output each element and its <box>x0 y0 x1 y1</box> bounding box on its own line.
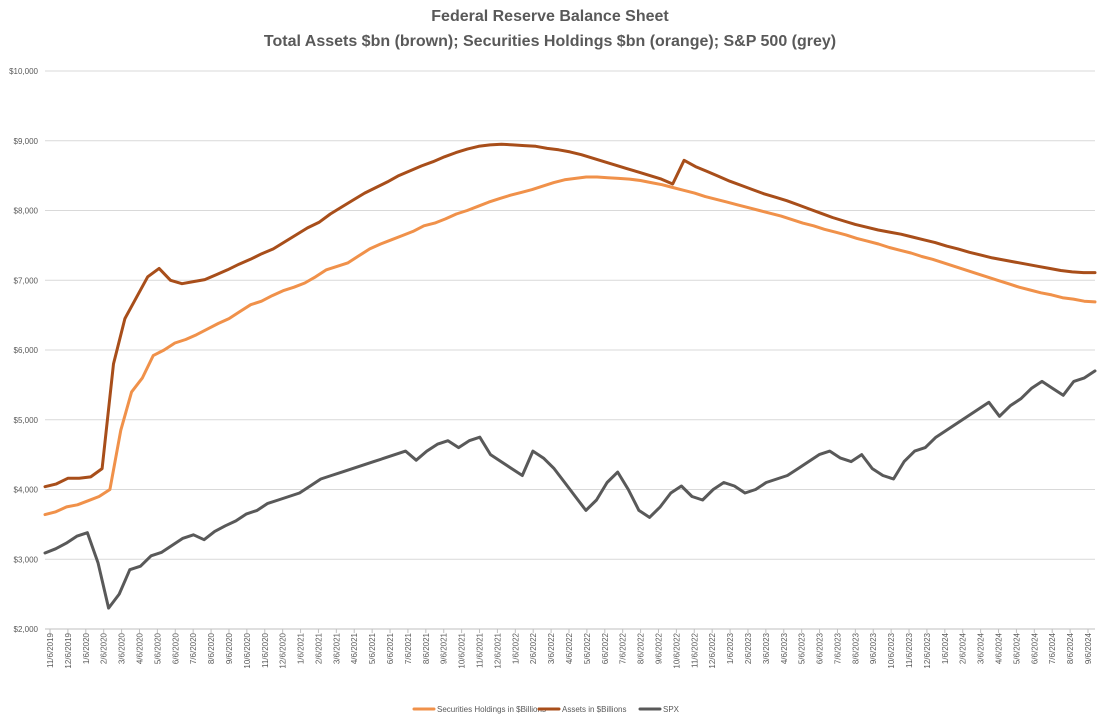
x-tick-label: 2/6/2024 <box>959 632 968 664</box>
x-tick-label: 8/6/2021 <box>422 632 431 664</box>
x-tick-label: 4/6/2024 <box>995 632 1004 664</box>
x-tick-label: 2/6/2023 <box>744 632 753 664</box>
x-tick-label: 7/6/2023 <box>833 632 842 664</box>
x-tick-label: 1/6/2023 <box>726 632 735 664</box>
x-tick-label: 5/6/2021 <box>368 632 377 664</box>
x-tick-label: 1/6/2021 <box>297 632 306 664</box>
x-tick-label: 3/6/2023 <box>762 632 771 664</box>
x-tick-label: 10/6/2023 <box>887 632 896 668</box>
y-tick-label: $7,000 <box>14 276 39 285</box>
x-tick-label: 1/6/2020 <box>82 632 91 664</box>
x-tick-label: 6/6/2022 <box>601 632 610 664</box>
y-tick-label: $4,000 <box>14 486 39 495</box>
x-tick-label: 12/6/2020 <box>279 632 288 668</box>
x-tick-label: 3/6/2024 <box>977 632 986 664</box>
x-tick-label: 1/6/2022 <box>511 632 520 664</box>
x-tick-label: 3/6/2021 <box>332 632 341 664</box>
x-tick-label: 7/6/2024 <box>1048 632 1057 664</box>
x-tick-label: 7/6/2022 <box>619 632 628 664</box>
x-tick-label: 2/6/2022 <box>529 632 538 664</box>
x-tick-label: 12/6/2023 <box>923 632 932 668</box>
x-tick-label: 2/6/2021 <box>314 632 323 664</box>
y-tick-label: $2,000 <box>14 625 39 634</box>
x-tick-label: 12/6/2021 <box>493 632 502 668</box>
legend-label: Securities Holdings in $Billions <box>437 705 546 714</box>
y-tick-label: $8,000 <box>14 207 39 216</box>
x-tick-label: 6/6/2024 <box>1030 632 1039 664</box>
x-tick-label: 9/6/2023 <box>869 632 878 664</box>
x-tick-label: 8/6/2022 <box>637 632 646 664</box>
x-tick-label: 9/6/2020 <box>225 632 234 664</box>
y-tick-label: $3,000 <box>14 555 39 564</box>
x-tick-label: 12/6/2019 <box>64 632 73 668</box>
x-tick-label: 10/6/2020 <box>243 632 252 668</box>
x-tick-label: 9/6/2021 <box>440 632 449 664</box>
x-tick-label: 8/6/2023 <box>851 632 860 664</box>
x-tick-label: 11/6/2021 <box>476 632 485 668</box>
x-tick-label: 9/6/2024 <box>1084 632 1093 664</box>
x-tick-label: 3/6/2022 <box>547 632 556 664</box>
x-tick-label: 9/6/2022 <box>654 632 663 664</box>
x-tick-label: 11/6/2020 <box>261 632 270 668</box>
x-tick-label: 11/6/2022 <box>690 632 699 668</box>
x-tick-label: 4/6/2021 <box>350 632 359 664</box>
series-line-3 <box>43 369 1097 610</box>
chart-subtitle: Total Assets $bn (brown); Securities Hol… <box>263 33 837 50</box>
x-tick-label: 3/6/2020 <box>118 632 127 664</box>
x-tick-label: 2/6/2020 <box>100 632 109 664</box>
chart-title: Federal Reserve Balance Sheet <box>431 8 669 25</box>
x-tick-label: 5/6/2023 <box>798 632 807 664</box>
x-tick-label: 4/6/2022 <box>565 632 574 664</box>
legend-label: Assets in $Billions <box>562 705 626 714</box>
x-tick-label: 7/6/2021 <box>404 632 413 664</box>
x-tick-label: 5/6/2022 <box>583 632 592 664</box>
x-tick-label: 6/6/2023 <box>816 632 825 664</box>
y-tick-label: $9,000 <box>14 137 39 146</box>
x-tick-label: 11/6/2019 <box>46 632 55 668</box>
series-line-1 <box>43 175 1097 517</box>
series-line-2 <box>43 142 1097 489</box>
x-tick-label: 6/6/2020 <box>171 632 180 664</box>
x-tick-label: 5/6/2020 <box>153 632 162 664</box>
legend-label: SPX <box>663 705 680 714</box>
y-tick-label: $10,000 <box>9 67 38 76</box>
x-tick-label: 12/6/2022 <box>708 632 717 668</box>
x-tick-label: 11/6/2023 <box>905 632 914 668</box>
x-tick-label: 7/6/2020 <box>189 632 198 664</box>
x-tick-label: 4/6/2020 <box>135 632 144 664</box>
x-tick-label: 5/6/2024 <box>1012 632 1021 664</box>
x-tick-label: 10/6/2021 <box>458 632 467 668</box>
y-tick-label: $5,000 <box>14 416 39 425</box>
x-tick-label: 4/6/2023 <box>780 632 789 664</box>
x-tick-label: 1/6/2024 <box>941 632 950 664</box>
x-tick-label: 8/6/2020 <box>207 632 216 664</box>
x-tick-label: 8/6/2024 <box>1066 632 1075 664</box>
x-tick-label: 10/6/2022 <box>672 632 681 668</box>
y-tick-label: $6,000 <box>14 346 39 355</box>
x-tick-label: 6/6/2021 <box>386 632 395 664</box>
